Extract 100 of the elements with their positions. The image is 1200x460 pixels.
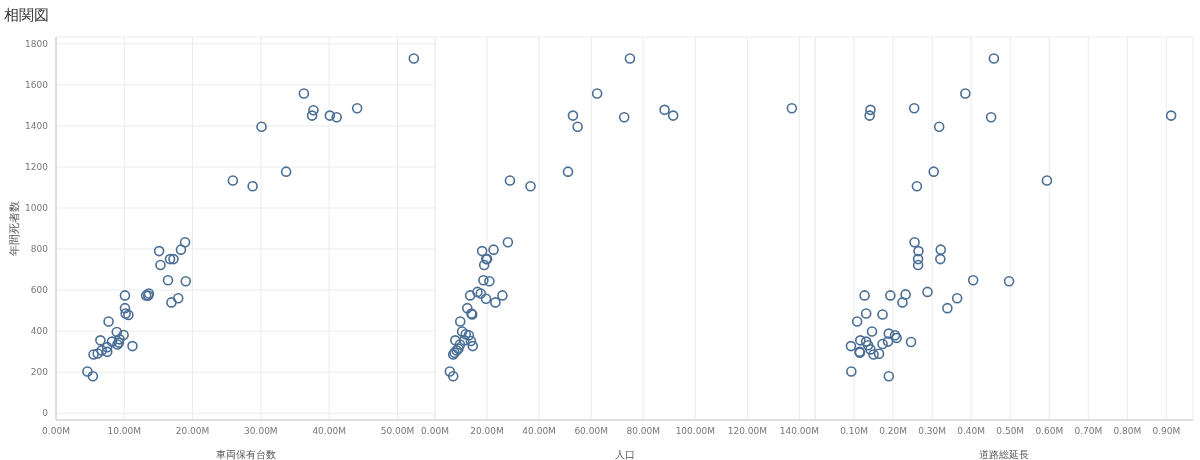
x-axis-title: 道路総延長 (979, 449, 1029, 460)
point (475, 288, 487, 299)
point (967, 274, 979, 286)
point (82, 366, 93, 377)
y-tick-label: 1800 (25, 38, 49, 49)
point (459, 335, 470, 346)
x-tick-label: 20.00M (175, 426, 210, 437)
point (912, 259, 924, 271)
point (127, 340, 138, 352)
point (247, 180, 258, 192)
point (865, 104, 876, 116)
x-tick-label: 120.00M (727, 426, 767, 437)
point (168, 253, 179, 265)
point (572, 121, 583, 132)
point (985, 111, 997, 123)
y-tick-label: 200 (30, 367, 49, 378)
x-tick-label: 20.00M (470, 426, 504, 437)
point (928, 166, 940, 177)
point (490, 297, 501, 308)
point (905, 336, 917, 348)
point (988, 53, 1000, 64)
point (162, 274, 174, 286)
point (103, 316, 114, 327)
point (859, 290, 870, 301)
point (476, 245, 488, 257)
point (111, 326, 123, 338)
y-tick-label: 1000 (25, 203, 49, 214)
point (864, 110, 875, 121)
point (118, 329, 129, 341)
point (324, 110, 336, 121)
point (883, 328, 895, 339)
point (865, 344, 876, 355)
chart-title: 相関図 (4, 6, 49, 25)
point (119, 290, 131, 301)
point (331, 111, 342, 123)
x-tick-label: 80.00M (626, 426, 660, 437)
x-tick-label: 0.90M (1152, 426, 1181, 437)
point (155, 259, 166, 271)
x-tick-label: 0.30M (918, 426, 947, 437)
point (478, 274, 489, 286)
point (862, 339, 874, 351)
x-tick-label: 0.10M (840, 426, 868, 437)
point (465, 335, 477, 347)
point (227, 175, 239, 186)
point (897, 297, 908, 308)
point (882, 336, 894, 347)
x-axis-title: 車両保有台数 (215, 449, 276, 460)
x-tick-label: 10.00M (107, 426, 142, 437)
x-tick-label: 30.00M (244, 426, 278, 437)
x-tick-label: 0.40M (957, 426, 986, 437)
x-tick-label: 0.70M (1074, 426, 1103, 437)
y-axis-title: 年間死者数 (7, 201, 21, 256)
point (92, 348, 103, 359)
point (504, 175, 516, 186)
point (1165, 110, 1177, 121)
point (860, 336, 872, 347)
point (860, 308, 872, 319)
x-axis-title: 人口 (615, 449, 635, 460)
point (900, 289, 911, 300)
point (472, 286, 483, 298)
point (922, 286, 933, 298)
x-tick-label: 0.50M (996, 426, 1025, 437)
point (106, 336, 118, 347)
point (873, 348, 885, 359)
point (866, 326, 878, 337)
y-tick-label: 1600 (25, 80, 49, 91)
point (480, 293, 492, 304)
x-tick-label: 0.20M (879, 426, 908, 437)
point (408, 53, 420, 64)
point (912, 253, 924, 265)
point (180, 275, 192, 287)
x-tick-label: 0.00M (42, 426, 70, 437)
point (502, 236, 514, 248)
x-tick-label: 40.00M (312, 426, 346, 437)
point (175, 244, 187, 255)
point (447, 370, 459, 382)
x-tick-label: 0.60M (1035, 426, 1064, 437)
point (484, 275, 495, 287)
point (933, 121, 945, 132)
point (444, 366, 456, 377)
point (101, 341, 113, 353)
point (908, 102, 920, 114)
point (562, 166, 574, 177)
point (306, 110, 318, 121)
point (119, 302, 131, 314)
point (868, 349, 879, 360)
point (488, 244, 499, 255)
point (464, 290, 476, 301)
x-tick-label: 0.80M (1113, 426, 1142, 437)
point (172, 292, 184, 304)
point (280, 166, 292, 177)
y-tick-label: 1200 (25, 162, 49, 173)
point (166, 297, 177, 308)
point (877, 338, 888, 350)
point (461, 302, 473, 314)
x-tick-label: 100.00M (675, 426, 715, 437)
point (456, 326, 468, 337)
x-tick-label: 40.00M (522, 426, 556, 437)
point (935, 253, 946, 265)
point (454, 316, 466, 327)
